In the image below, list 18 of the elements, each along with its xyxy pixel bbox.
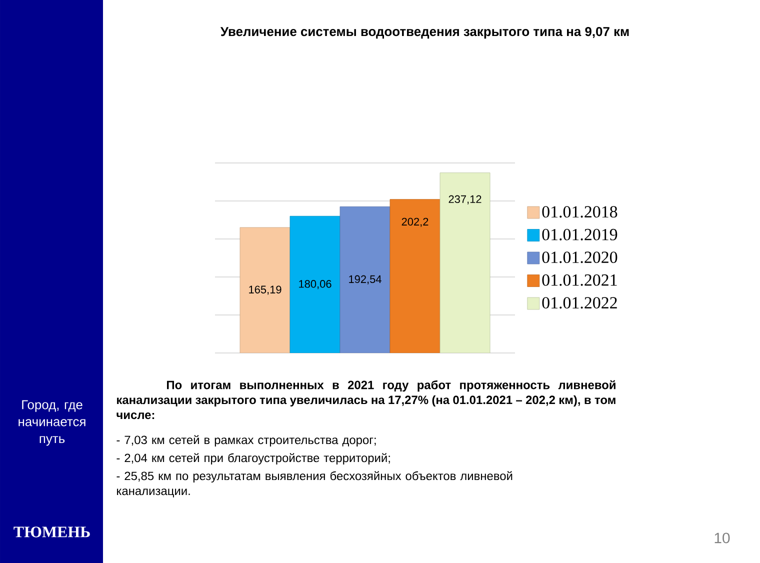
data-label: 192,54 <box>349 275 382 284</box>
data-label: 202,2 <box>402 218 428 227</box>
text: ТЮМЕНЬ <box>14 526 90 538</box>
legend-label: 01.01.2022 <box>542 297 617 309</box>
legend-label: 01.01.2020 <box>542 252 618 264</box>
legend-label: 01.01.2021 <box>542 274 617 286</box>
text: 10 <box>714 532 730 544</box>
data-label: 165,19 <box>249 286 282 295</box>
legend-label: 01.01.2018 <box>542 206 618 218</box>
chart-title: Увеличение системы водоотведения закрытого типа на 9,07 км <box>220 26 629 39</box>
text: - 7,03 км сетей в рамках строительства дорог; <box>116 435 376 447</box>
data-label: 180,06 <box>299 280 332 290</box>
text: По итогам выполненных в 2021 году работ протяженность ливневой канализации закрытого типа увеличилась на 17,27% (на 01.01.2021 – 202,2 км), в том числе: <box>116 380 616 420</box>
text: - 25,85 км по результатам выявления бесхозяйных объектов ливневой канализации. <box>116 471 512 498</box>
legend-label: 01.01.2019 <box>542 228 618 240</box>
text: Город, где начинается путь <box>18 400 86 446</box>
text: - 2,04 км сетей при благоустройстве территорий; <box>116 453 390 465</box>
data-label: 237,12 <box>448 195 482 204</box>
